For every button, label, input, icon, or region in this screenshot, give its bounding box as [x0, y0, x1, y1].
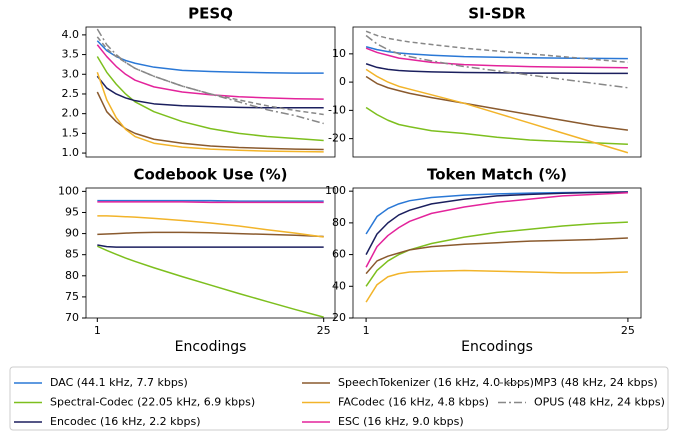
axes-frame [352, 187, 642, 319]
series-line [96, 44, 324, 100]
x-tick-label: 25 [317, 324, 331, 337]
x-tick-label: 1 [94, 324, 101, 337]
legend-label: SpeechTokenizer (16 kHz, 4.0 kbps) [338, 376, 534, 389]
axes-frame [85, 26, 336, 158]
y-tick-label: 100 [325, 184, 346, 197]
axes-frame [85, 187, 336, 319]
x-axis-label: Encodings [175, 339, 247, 355]
series-line [97, 244, 324, 248]
y-tick-label: 75 [65, 290, 79, 303]
series-line [365, 30, 628, 64]
x-axis-label: Encodings [461, 339, 533, 355]
y-tick-label: 3.0 [62, 67, 80, 80]
y-tick-label: 2.5 [62, 87, 80, 100]
y-tick-label: 85 [65, 248, 79, 261]
series-line [96, 56, 324, 142]
y-tick-label: 0 [339, 75, 346, 88]
series-line [365, 106, 628, 146]
axes-frame [352, 26, 642, 158]
x-tick-label: 25 [621, 324, 635, 337]
y-tick-label: 10 [332, 47, 346, 60]
y-tick-label: 3.5 [62, 48, 80, 61]
x-tick-label: 1 [363, 324, 370, 337]
y-tick-label: 1.0 [62, 146, 80, 159]
y-tick-label: 90 [65, 227, 79, 240]
legend-box [9, 366, 669, 431]
series-line [365, 63, 628, 75]
series-line [96, 72, 324, 153]
y-tick-label: -10 [328, 103, 346, 116]
legend-label: Encodec (16 kHz, 2.2 kbps) [50, 415, 201, 428]
chart-title: SI-SDR [468, 5, 526, 23]
series-line [97, 215, 324, 238]
legend-label: MP3 (48 kHz, 24 kbps) [534, 376, 658, 389]
series-line [365, 192, 628, 268]
y-tick-label: 4.0 [62, 28, 80, 41]
series-line [365, 237, 628, 275]
y-tick-label: 80 [65, 269, 79, 282]
series-line [365, 221, 628, 287]
series-line [96, 75, 324, 109]
series-line [365, 46, 628, 60]
y-tick-label: 20 [332, 311, 346, 324]
series-line [365, 191, 628, 235]
series-line [365, 269, 628, 303]
series-line [96, 28, 324, 125]
series-line [97, 245, 324, 318]
chart-title: PESQ [188, 5, 233, 23]
series-line [365, 191, 628, 255]
series-line [96, 40, 324, 74]
series-line [365, 68, 629, 154]
y-tick-label: 40 [332, 279, 346, 292]
y-tick-label: 70 [65, 311, 79, 324]
y-tick-label: 1.5 [62, 126, 80, 139]
series-line [365, 34, 629, 89]
series-line [97, 231, 324, 238]
y-tick-label: 80 [332, 216, 346, 229]
legend-label: DAC (44.1 kHz, 7.7 kbps) [50, 376, 188, 389]
y-tick-label: 100 [58, 184, 79, 197]
legend-label: Spectral-Codec (22.05 kHz, 6.9 kbps) [50, 396, 255, 409]
series-line [96, 36, 324, 116]
y-tick-label: 95 [65, 205, 79, 218]
series-line [365, 75, 629, 131]
legend-label: FACodec (16 kHz, 4.8 kbps) [338, 396, 489, 409]
chart-title: Token Match (%) [427, 166, 567, 184]
chart-title: Codebook Use (%) [133, 166, 287, 184]
y-tick-label: 2.0 [62, 107, 80, 120]
series-line [96, 91, 324, 151]
y-tick-label: 60 [332, 248, 346, 261]
legend-label: ESC (16 kHz, 9.0 kbps) [338, 415, 464, 428]
y-tick-label: -20 [328, 132, 346, 145]
legend-label: OPUS (48 kHz, 24 kbps) [534, 396, 665, 409]
